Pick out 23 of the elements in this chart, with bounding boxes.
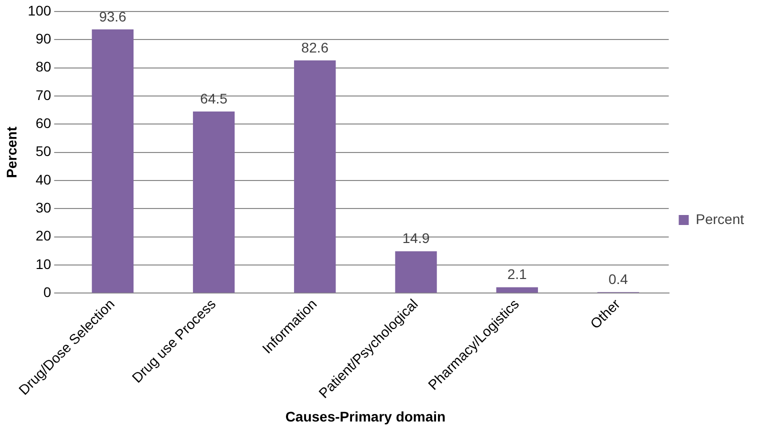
bar [496,287,538,293]
data-label: 82.6 [301,39,329,56]
y-tick-label: 20 [36,228,52,244]
bar [92,29,134,293]
y-tick-label: 10 [36,256,52,272]
y-tick-label: 50 [36,143,52,160]
y-tick-label: 80 [36,58,52,75]
y-tick-label: 30 [36,200,52,216]
y-tick-label: 40 [36,171,52,188]
x-axis-title: Causes-Primary domain [285,408,446,424]
data-label: 2.1 [507,266,528,282]
y-tick-label: 100 [28,2,52,18]
y-tick-label: 60 [36,114,52,131]
bar [395,251,437,293]
bar [192,111,235,293]
y-tick-label: 90 [36,30,52,46]
bar [294,60,336,293]
y-axis-title: Percent [3,126,20,178]
y-tick-label: 0 [43,284,52,300]
legend-label: Percent [696,210,744,227]
y-tick-label: 70 [36,86,52,103]
data-label: 0.4 [608,270,628,287]
data-label: 93.6 [99,8,127,24]
